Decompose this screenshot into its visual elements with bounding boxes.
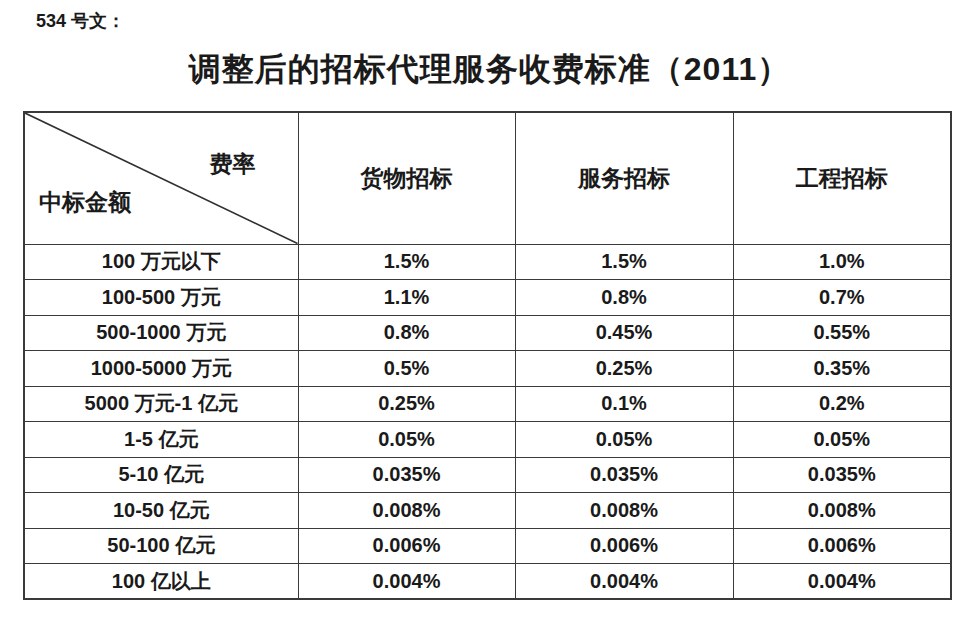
table-row: 500-1000 万元0.8%0.45%0.55% (24, 315, 951, 351)
rate-value: 0.25% (298, 386, 515, 422)
column-header-services: 服务招标 (515, 112, 733, 244)
fee-rate-table: 费率 中标金额 货物招标 服务招标 工程招标 100 万元以下1.5%1.5%1… (23, 111, 952, 600)
amount-range-label: 10-50 亿元 (24, 493, 298, 529)
rate-value: 0.05% (733, 422, 951, 458)
column-header-engineering: 工程招标 (733, 112, 951, 244)
rate-value: 0.004% (733, 564, 951, 600)
rate-value: 0.004% (515, 564, 733, 600)
amount-range-label: 100 亿以上 (24, 564, 298, 600)
amount-range-label: 1-5 亿元 (24, 422, 298, 458)
rate-value: 0.004% (298, 564, 515, 600)
rate-value: 0.7% (733, 280, 951, 316)
rate-value: 0.2% (733, 386, 951, 422)
rate-value: 0.25% (515, 351, 733, 387)
table-row: 10-50 亿元0.008%0.008%0.008% (24, 493, 951, 529)
page-title: 调整后的招标代理服务收费标准（2011） (0, 48, 979, 92)
rate-value: 0.008% (515, 493, 733, 529)
rate-value: 0.8% (515, 280, 733, 316)
rate-value: 0.05% (515, 422, 733, 458)
fee-table-body: 100 万元以下1.5%1.5%1.0%100-500 万元1.1%0.8%0.… (24, 244, 951, 599)
rate-value: 1.0% (733, 244, 951, 280)
column-header-goods: 货物招标 (298, 112, 515, 244)
rate-value: 0.8% (298, 315, 515, 351)
rate-value: 0.006% (515, 528, 733, 564)
table-row: 1000-5000 万元0.5%0.25%0.35% (24, 351, 951, 387)
table-row: 100 亿以上0.004%0.004%0.004% (24, 564, 951, 600)
doc-number-label: 534 号文： (36, 9, 125, 33)
rate-value: 0.45% (515, 315, 733, 351)
rate-value: 0.006% (733, 528, 951, 564)
amount-range-label: 100 万元以下 (24, 244, 298, 280)
rate-value: 0.035% (733, 457, 951, 493)
rate-value: 0.55% (733, 315, 951, 351)
amount-range-label: 1000-5000 万元 (24, 351, 298, 387)
amount-range-label: 50-100 亿元 (24, 528, 298, 564)
table-row: 100 万元以下1.5%1.5%1.0% (24, 244, 951, 280)
amount-range-label: 500-1000 万元 (24, 315, 298, 351)
rate-value: 1.5% (298, 244, 515, 280)
amount-range-label: 5000 万元-1 亿元 (24, 386, 298, 422)
header-row: 费率 中标金额 货物招标 服务招标 工程招标 (24, 112, 951, 244)
rate-value: 1.5% (515, 244, 733, 280)
rate-value: 0.008% (298, 493, 515, 529)
corner-label-amount: 中标金额 (39, 187, 131, 218)
rate-value: 1.1% (298, 280, 515, 316)
rate-value: 0.05% (298, 422, 515, 458)
rate-value: 0.1% (515, 386, 733, 422)
corner-label-rate: 费率 (210, 149, 256, 180)
table-row: 1-5 亿元0.05%0.05%0.05% (24, 422, 951, 458)
table-row: 50-100 亿元0.006%0.006%0.006% (24, 528, 951, 564)
rate-value: 0.035% (515, 457, 733, 493)
rate-value: 0.035% (298, 457, 515, 493)
diagonal-corner-cell: 费率 中标金额 (24, 112, 298, 244)
rate-value: 0.008% (733, 493, 951, 529)
table-row: 5000 万元-1 亿元0.25%0.1%0.2% (24, 386, 951, 422)
amount-range-label: 100-500 万元 (24, 280, 298, 316)
table-row: 5-10 亿元0.035%0.035%0.035% (24, 457, 951, 493)
table-row: 100-500 万元1.1%0.8%0.7% (24, 280, 951, 316)
rate-value: 0.006% (298, 528, 515, 564)
rate-value: 0.5% (298, 351, 515, 387)
diagonal-divider-line (25, 113, 298, 244)
amount-range-label: 5-10 亿元 (24, 457, 298, 493)
rate-value: 0.35% (733, 351, 951, 387)
